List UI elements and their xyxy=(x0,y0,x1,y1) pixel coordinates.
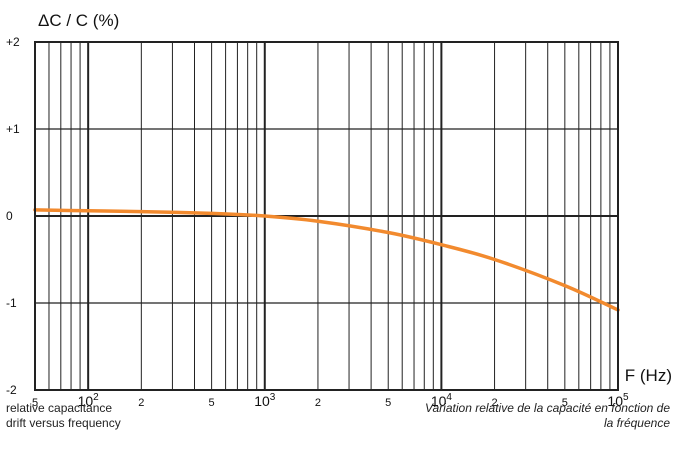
x-tick-exponent: 3 xyxy=(270,392,276,403)
y-tick-label: +2 xyxy=(6,35,20,49)
x-tick-exponent: 4 xyxy=(446,392,452,403)
caption-english: relative capacitance drift versus freque… xyxy=(6,401,226,431)
caption-english-line-2: drift versus frequency xyxy=(6,416,121,430)
chart-series xyxy=(33,208,620,312)
x-tick-label: 2 xyxy=(491,397,497,409)
caption-french-line-1: Variation relative de la capacité en fon… xyxy=(424,401,670,415)
x-tick-label: 5 xyxy=(562,397,568,409)
x-tick-label: 5 xyxy=(385,397,391,409)
x-tick-exponent: 2 xyxy=(93,392,99,403)
y-tick-label: 0 xyxy=(6,209,13,223)
x-tick-label: 5 xyxy=(209,397,215,409)
chart-frame xyxy=(34,41,619,391)
y-tick-label: -2 xyxy=(6,383,17,397)
x-tick-exponent: 5 xyxy=(623,392,629,403)
plot-frame xyxy=(34,41,619,391)
x-tick-label: 103 xyxy=(254,392,276,409)
x-axis-label: F (Hz) xyxy=(625,366,672,385)
y-tick-label: +1 xyxy=(6,122,20,136)
chart-grid xyxy=(34,41,618,391)
caption-french-line-2: la fréquence xyxy=(603,416,670,430)
x-tick-label: 2 xyxy=(315,397,321,409)
x-tick-label: 2 xyxy=(138,397,144,409)
y-tick-label: -1 xyxy=(6,296,17,310)
y-axis-label: ΔC / C (%) xyxy=(38,11,119,30)
caption-english-line-1: relative capacitance xyxy=(6,401,113,415)
series-line-0 xyxy=(33,208,620,312)
x-tick-label: 5 xyxy=(32,397,38,409)
caption-french: Variation relative de la capacité en fon… xyxy=(340,401,670,431)
